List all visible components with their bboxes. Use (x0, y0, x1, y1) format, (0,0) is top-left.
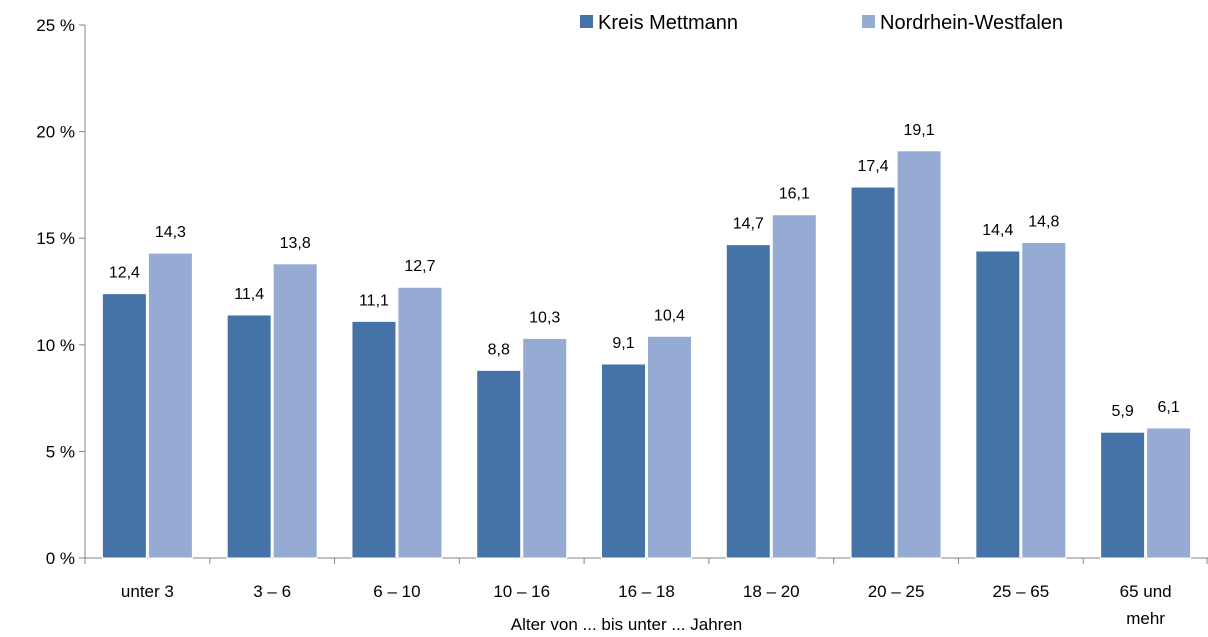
data-label: 14,4 (982, 222, 1013, 239)
y-tick-label: 25 % (36, 16, 75, 35)
data-label: 10,3 (529, 309, 560, 326)
x-tick-label: 6 – 10 (373, 582, 420, 601)
x-tick-label: 20 – 25 (868, 582, 925, 601)
bar-kreis-mettmann (975, 250, 1021, 559)
y-tick-label: 20 % (36, 123, 75, 142)
data-label: 12,4 (109, 265, 140, 282)
data-label: 5,9 (1111, 403, 1133, 420)
x-tick-label: 3 – 6 (253, 582, 291, 601)
y-axis: 0 % 5 % 10 % 15 % 20 % 25 % (36, 16, 86, 568)
data-label: 10,4 (654, 307, 685, 324)
bar-kreis-mettmann (1100, 431, 1146, 559)
data-label: 14,8 (1028, 213, 1059, 230)
bar-kreis-mettmann (850, 186, 896, 559)
data-label: 17,4 (857, 158, 888, 175)
bar-nordrhein-westfalen (272, 263, 318, 559)
bar-kreis-mettmann (226, 314, 272, 559)
bar-kreis-mettmann (351, 320, 397, 559)
y-tick-label: 0 % (46, 549, 75, 568)
legend: Kreis Mettmann Nordrhein-Westfalen (580, 12, 1063, 34)
data-label: 11,1 (359, 292, 389, 309)
y-tick-label: 10 % (36, 336, 75, 355)
legend-label: Kreis Mettmann (598, 12, 738, 34)
bar-nordrhein-westfalen (896, 150, 942, 559)
data-label: 14,3 (155, 224, 186, 241)
x-tick-label: 16 – 18 (618, 582, 675, 601)
data-label: 14,7 (733, 216, 764, 233)
x-axis-title: Alter von ... bis unter ... Jahren (511, 615, 743, 634)
legend-swatch (862, 15, 875, 28)
x-tick-label: 25 – 65 (992, 582, 1049, 601)
bar-nordrhein-westfalen (1021, 241, 1067, 559)
data-labels: 12,4 14,3 11,4 13,8 11,1 12,7 8,8 10,3 9,1 10,4 14… (109, 122, 1180, 420)
x-tick-label: 65 und mehr (1120, 582, 1172, 628)
bar-kreis-mettmann (601, 363, 646, 559)
bar-nordrhein-westfalen (1146, 427, 1192, 559)
x-tick-label: 10 – 16 (493, 582, 550, 601)
y-tick-label: 5 % (46, 442, 75, 461)
bar-nordrhein-westfalen (397, 286, 443, 559)
bar-kreis-mettmann (476, 369, 522, 559)
legend-label: Nordrhein-Westfalen (880, 12, 1063, 34)
bars (101, 150, 1192, 559)
data-label: 16,1 (779, 186, 810, 203)
data-label: 8,8 (488, 341, 510, 358)
bar-nordrhein-westfalen (522, 337, 568, 559)
x-tick-label: 18 – 20 (743, 582, 800, 601)
bar-nordrhein-westfalen (147, 252, 193, 559)
legend-swatch (580, 15, 593, 28)
data-label: 12,7 (404, 258, 435, 275)
x-tick-label: unter 3 (121, 582, 174, 601)
data-label: 6,1 (1157, 399, 1179, 416)
bar-nordrhein-westfalen (771, 214, 817, 559)
data-label: 19,1 (903, 122, 934, 139)
x-axis: unter 3 3 – 6 6 – 10 10 – 16 16 – 18 18 – 20 2… (84, 557, 1208, 628)
data-label: 13,8 (280, 235, 311, 252)
y-tick-label: 15 % (36, 229, 75, 248)
bar-kreis-mettmann (101, 293, 147, 559)
data-label: 11,4 (234, 286, 264, 303)
bar-nordrhein-westfalen (647, 335, 692, 559)
data-label: 9,1 (612, 335, 634, 352)
bar-kreis-mettmann (725, 244, 771, 559)
